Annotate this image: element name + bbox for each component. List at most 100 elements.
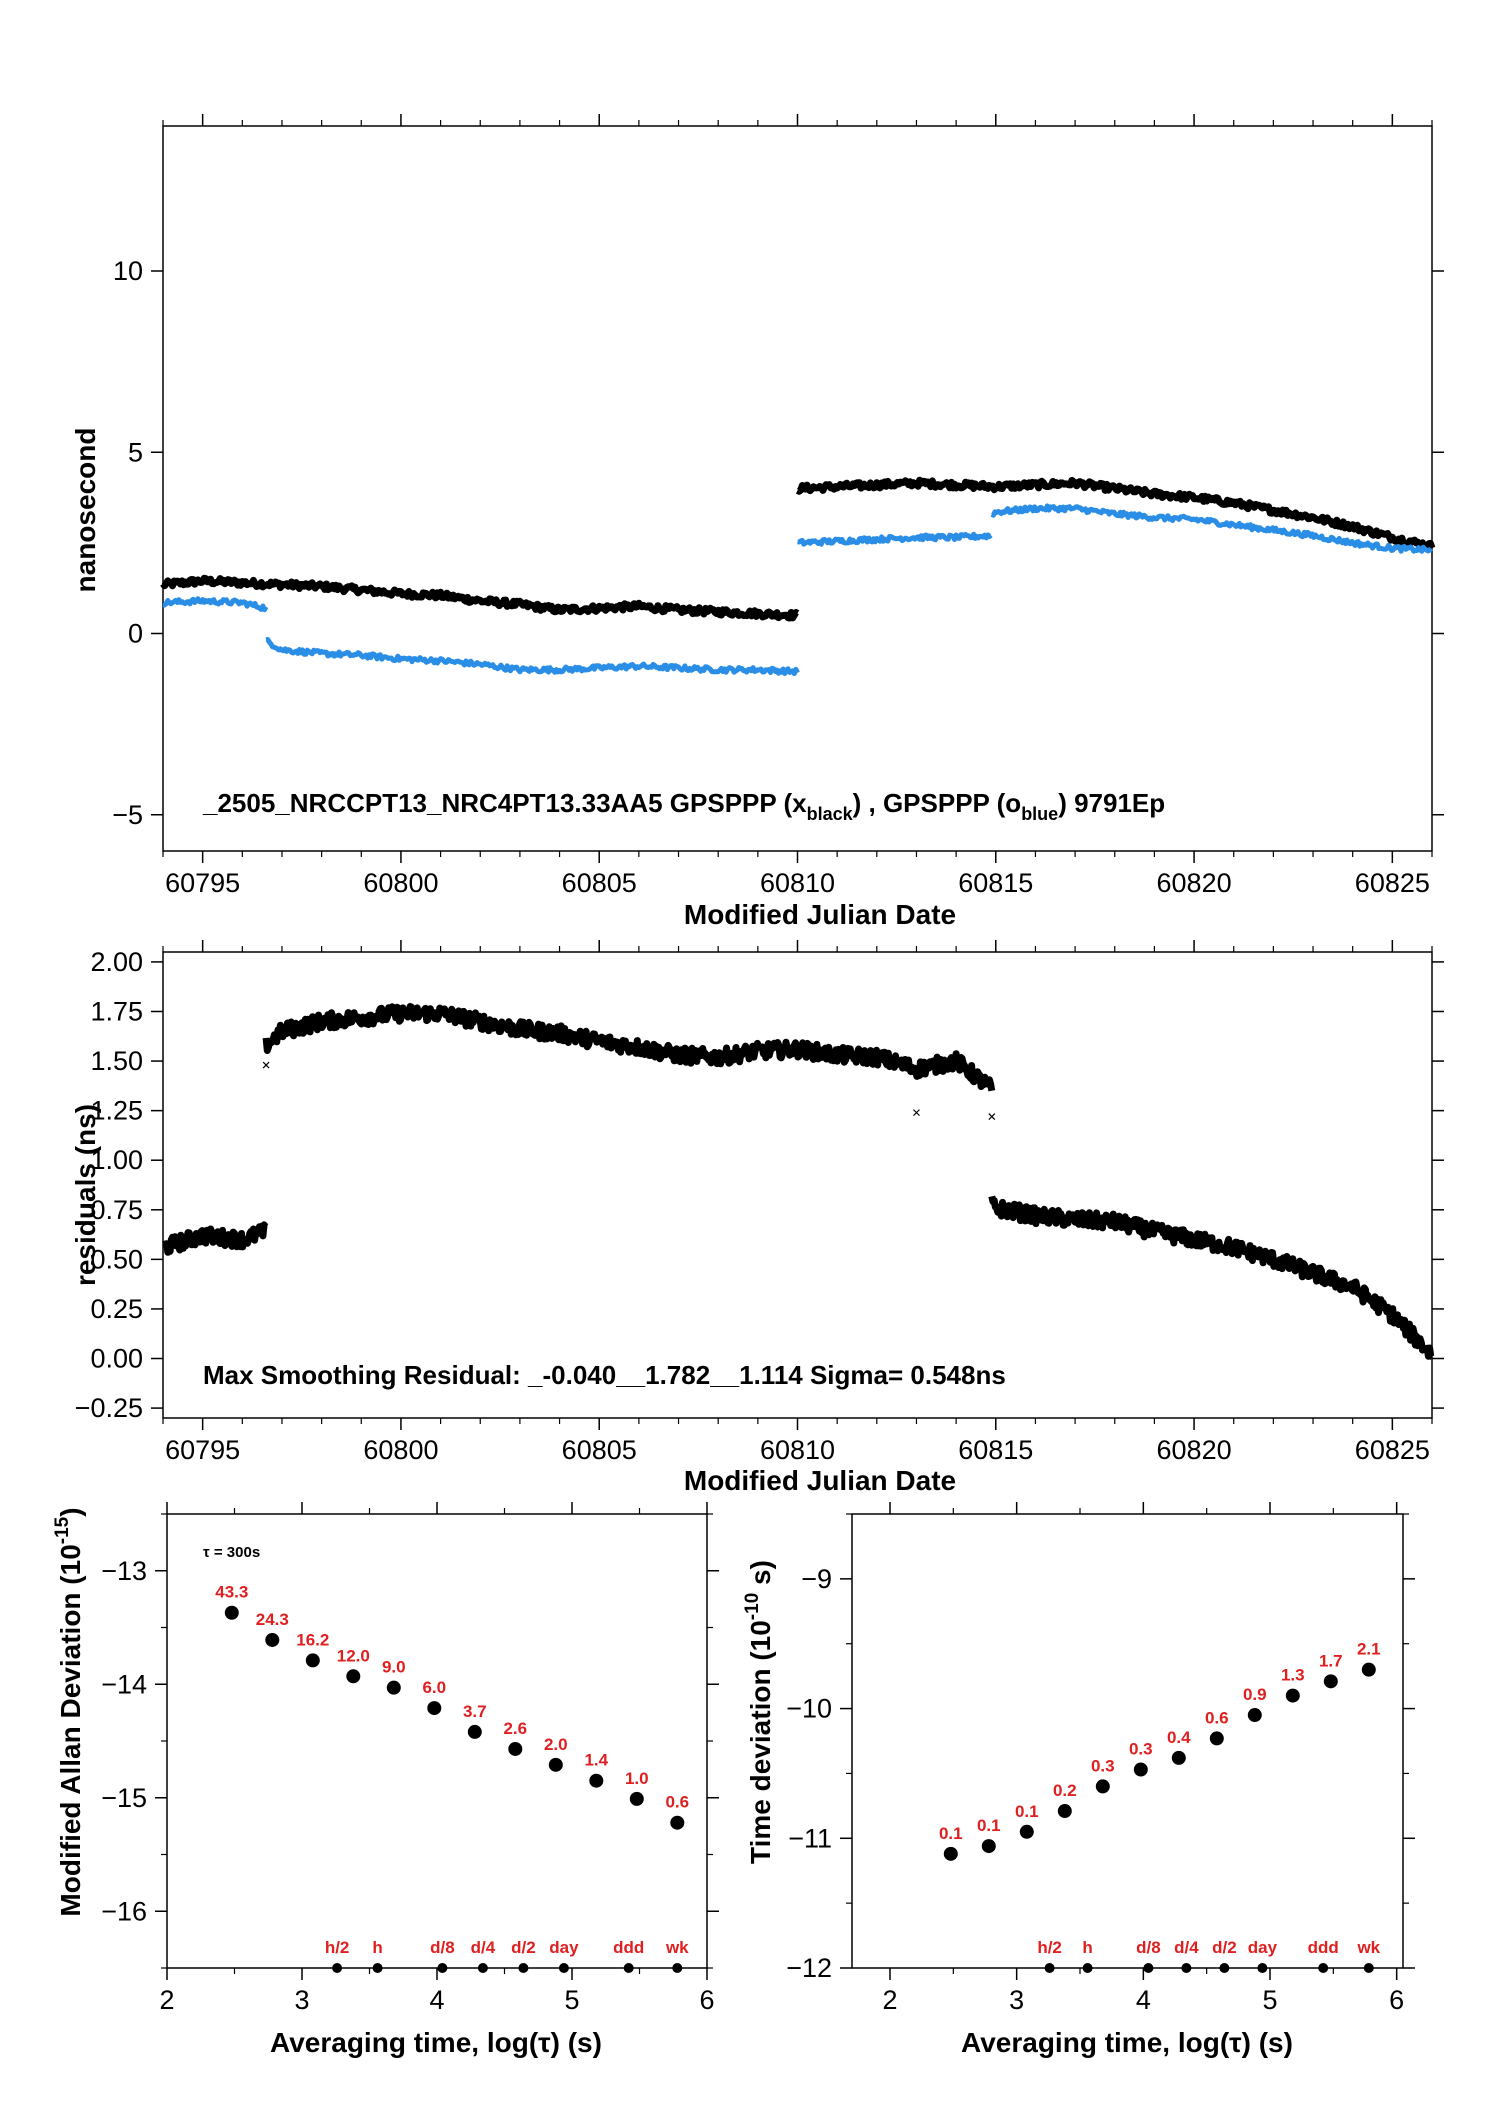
deviation-point-label: 1.7 bbox=[1319, 1651, 1343, 1670]
deviation-point bbox=[467, 1724, 482, 1739]
y-tick-label: 2.00 bbox=[90, 947, 143, 977]
mdev-xlabel: Averaging time, log(τ) (s) bbox=[270, 2027, 602, 2058]
deviation-point bbox=[943, 1846, 958, 1861]
time-scale-marker bbox=[1363, 1963, 1374, 1973]
time-scale-label: day bbox=[549, 1938, 579, 1957]
time-scale-label: day bbox=[1248, 1938, 1278, 1957]
time-scale-label: wk bbox=[665, 1938, 689, 1957]
x-tick-label: 60805 bbox=[562, 1435, 637, 1465]
x-tick-label: 60810 bbox=[760, 868, 835, 898]
time-scale-marker bbox=[672, 1963, 683, 1973]
y-tick-label: −0.25 bbox=[75, 1393, 143, 1423]
y-tick-label: −14 bbox=[101, 1669, 147, 1699]
y-tick-label: 0.75 bbox=[90, 1195, 143, 1225]
tdev-panel: Averaging time, log(τ) (s) Time deviatio… bbox=[742, 1502, 1415, 2058]
clock-ylabel: nanosecond bbox=[70, 428, 101, 593]
deviation-point bbox=[508, 1741, 523, 1756]
residual-trace bbox=[988, 1195, 1435, 1360]
tdev-ylabel: Time deviation (10-10 s) bbox=[742, 1560, 776, 1864]
deviation-point bbox=[265, 1632, 280, 1647]
time-scale-marker bbox=[1219, 1963, 1230, 1973]
blue-series-trace bbox=[162, 596, 269, 613]
x-tick-label: 60815 bbox=[958, 868, 1033, 898]
y-tick-label: −12 bbox=[786, 1953, 832, 1983]
x-tick-label: 60800 bbox=[363, 868, 438, 898]
residual-outlier bbox=[988, 1113, 996, 1121]
deviation-point-label: 9.0 bbox=[382, 1658, 406, 1677]
x-tick-label: 3 bbox=[294, 1985, 309, 2015]
clock-offset-panel: Modified Julian Date nanosecond 60795 608… bbox=[70, 114, 1444, 930]
y-tick-label: −9 bbox=[801, 1564, 832, 1594]
x-tick-label: 60820 bbox=[1157, 868, 1232, 898]
blue-series-trace bbox=[796, 531, 993, 547]
x-tick-label: 4 bbox=[1136, 1985, 1151, 2015]
y-tick-label: −10 bbox=[786, 1694, 832, 1724]
y-tick-label: 5 bbox=[128, 437, 143, 467]
time-scale-marker bbox=[332, 1963, 343, 1973]
x-tick-label: 60810 bbox=[760, 1435, 835, 1465]
y-tick-label: 1.50 bbox=[90, 1046, 143, 1076]
x-tick-label: 2 bbox=[882, 1985, 897, 2015]
clock-xlabel: Modified Julian Date bbox=[684, 899, 956, 930]
deviation-point bbox=[589, 1773, 604, 1788]
x-tick-label: 6 bbox=[699, 1985, 714, 2015]
tdev-xlabel: Averaging time, log(τ) (s) bbox=[961, 2027, 1293, 2058]
y-tick-label: 1.25 bbox=[90, 1096, 143, 1126]
time-scale-label: h/2 bbox=[325, 1938, 350, 1957]
y-tick-label: −16 bbox=[101, 1896, 147, 1926]
time-scale-marker bbox=[623, 1963, 634, 1973]
x-tick-label: 60825 bbox=[1355, 868, 1430, 898]
deviation-point bbox=[1057, 1804, 1072, 1819]
residual-trace bbox=[160, 1221, 269, 1256]
time-scale-marker bbox=[1257, 1963, 1268, 1973]
deviation-point-label: 0.9 bbox=[1243, 1685, 1267, 1704]
deviation-point-label: 1.0 bbox=[625, 1769, 649, 1788]
clock-annotation: _2505_NRCCPT13_NRC4PT13.33AA5 GPSPPP (xb… bbox=[202, 788, 1165, 824]
deviation-point-label: 0.6 bbox=[1205, 1708, 1229, 1727]
y-tick-label: 1.00 bbox=[90, 1145, 143, 1175]
deviation-point bbox=[1019, 1824, 1034, 1839]
y-tick-label: −13 bbox=[101, 1556, 147, 1586]
deviation-point-label: 16.2 bbox=[296, 1630, 329, 1649]
time-scale-label: h bbox=[372, 1938, 382, 1957]
deviation-point-label: 2.1 bbox=[1357, 1640, 1381, 1659]
residual-trace bbox=[262, 1003, 996, 1092]
tau-note: τ = 300s bbox=[203, 1544, 260, 1561]
deviation-point bbox=[1133, 1762, 1148, 1777]
deviation-point-label: 1.4 bbox=[584, 1751, 608, 1770]
black-series-trace bbox=[160, 574, 800, 622]
x-tick-label: 60800 bbox=[363, 1435, 438, 1465]
resid-xlabel: Modified Julian Date bbox=[684, 1465, 956, 1496]
time-scale-marker bbox=[1044, 1963, 1055, 1973]
deviation-point-label: 0.6 bbox=[665, 1793, 689, 1812]
y-tick-label: 1.75 bbox=[90, 996, 143, 1026]
time-scale-marker bbox=[1143, 1963, 1154, 1973]
deviation-point-label: 2.0 bbox=[544, 1735, 568, 1754]
deviation-point bbox=[224, 1605, 239, 1620]
x-tick-label: 60825 bbox=[1355, 1435, 1430, 1465]
black-series-trace bbox=[795, 476, 1436, 552]
deviation-point bbox=[305, 1653, 320, 1668]
y-tick-label: 10 bbox=[113, 256, 143, 286]
deviation-point-label: 1.3 bbox=[1281, 1666, 1305, 1685]
deviation-point bbox=[981, 1839, 996, 1854]
deviation-point bbox=[346, 1669, 361, 1684]
x-tick-label: 60795 bbox=[165, 1435, 240, 1465]
x-tick-label: 60795 bbox=[165, 868, 240, 898]
time-scale-label: wk bbox=[1356, 1938, 1380, 1957]
x-tick-label: 3 bbox=[1009, 1985, 1024, 2015]
deviation-point bbox=[548, 1757, 563, 1772]
y-tick-label: 0 bbox=[128, 619, 143, 649]
time-scale-label: ddd bbox=[613, 1938, 644, 1957]
time-scale-marker bbox=[1318, 1963, 1329, 1973]
time-scale-label: d/2 bbox=[1212, 1938, 1237, 1957]
deviation-point bbox=[1095, 1779, 1110, 1794]
x-tick-label: 60805 bbox=[562, 868, 637, 898]
deviation-point-label: 43.3 bbox=[215, 1583, 248, 1602]
deviation-point-label: 12.0 bbox=[337, 1646, 370, 1665]
time-scale-label: ddd bbox=[1308, 1938, 1339, 1957]
x-tick-label: 2 bbox=[159, 1985, 174, 2015]
deviation-point-label: 0.1 bbox=[1015, 1802, 1039, 1821]
deviation-point-label: 0.4 bbox=[1167, 1728, 1191, 1747]
